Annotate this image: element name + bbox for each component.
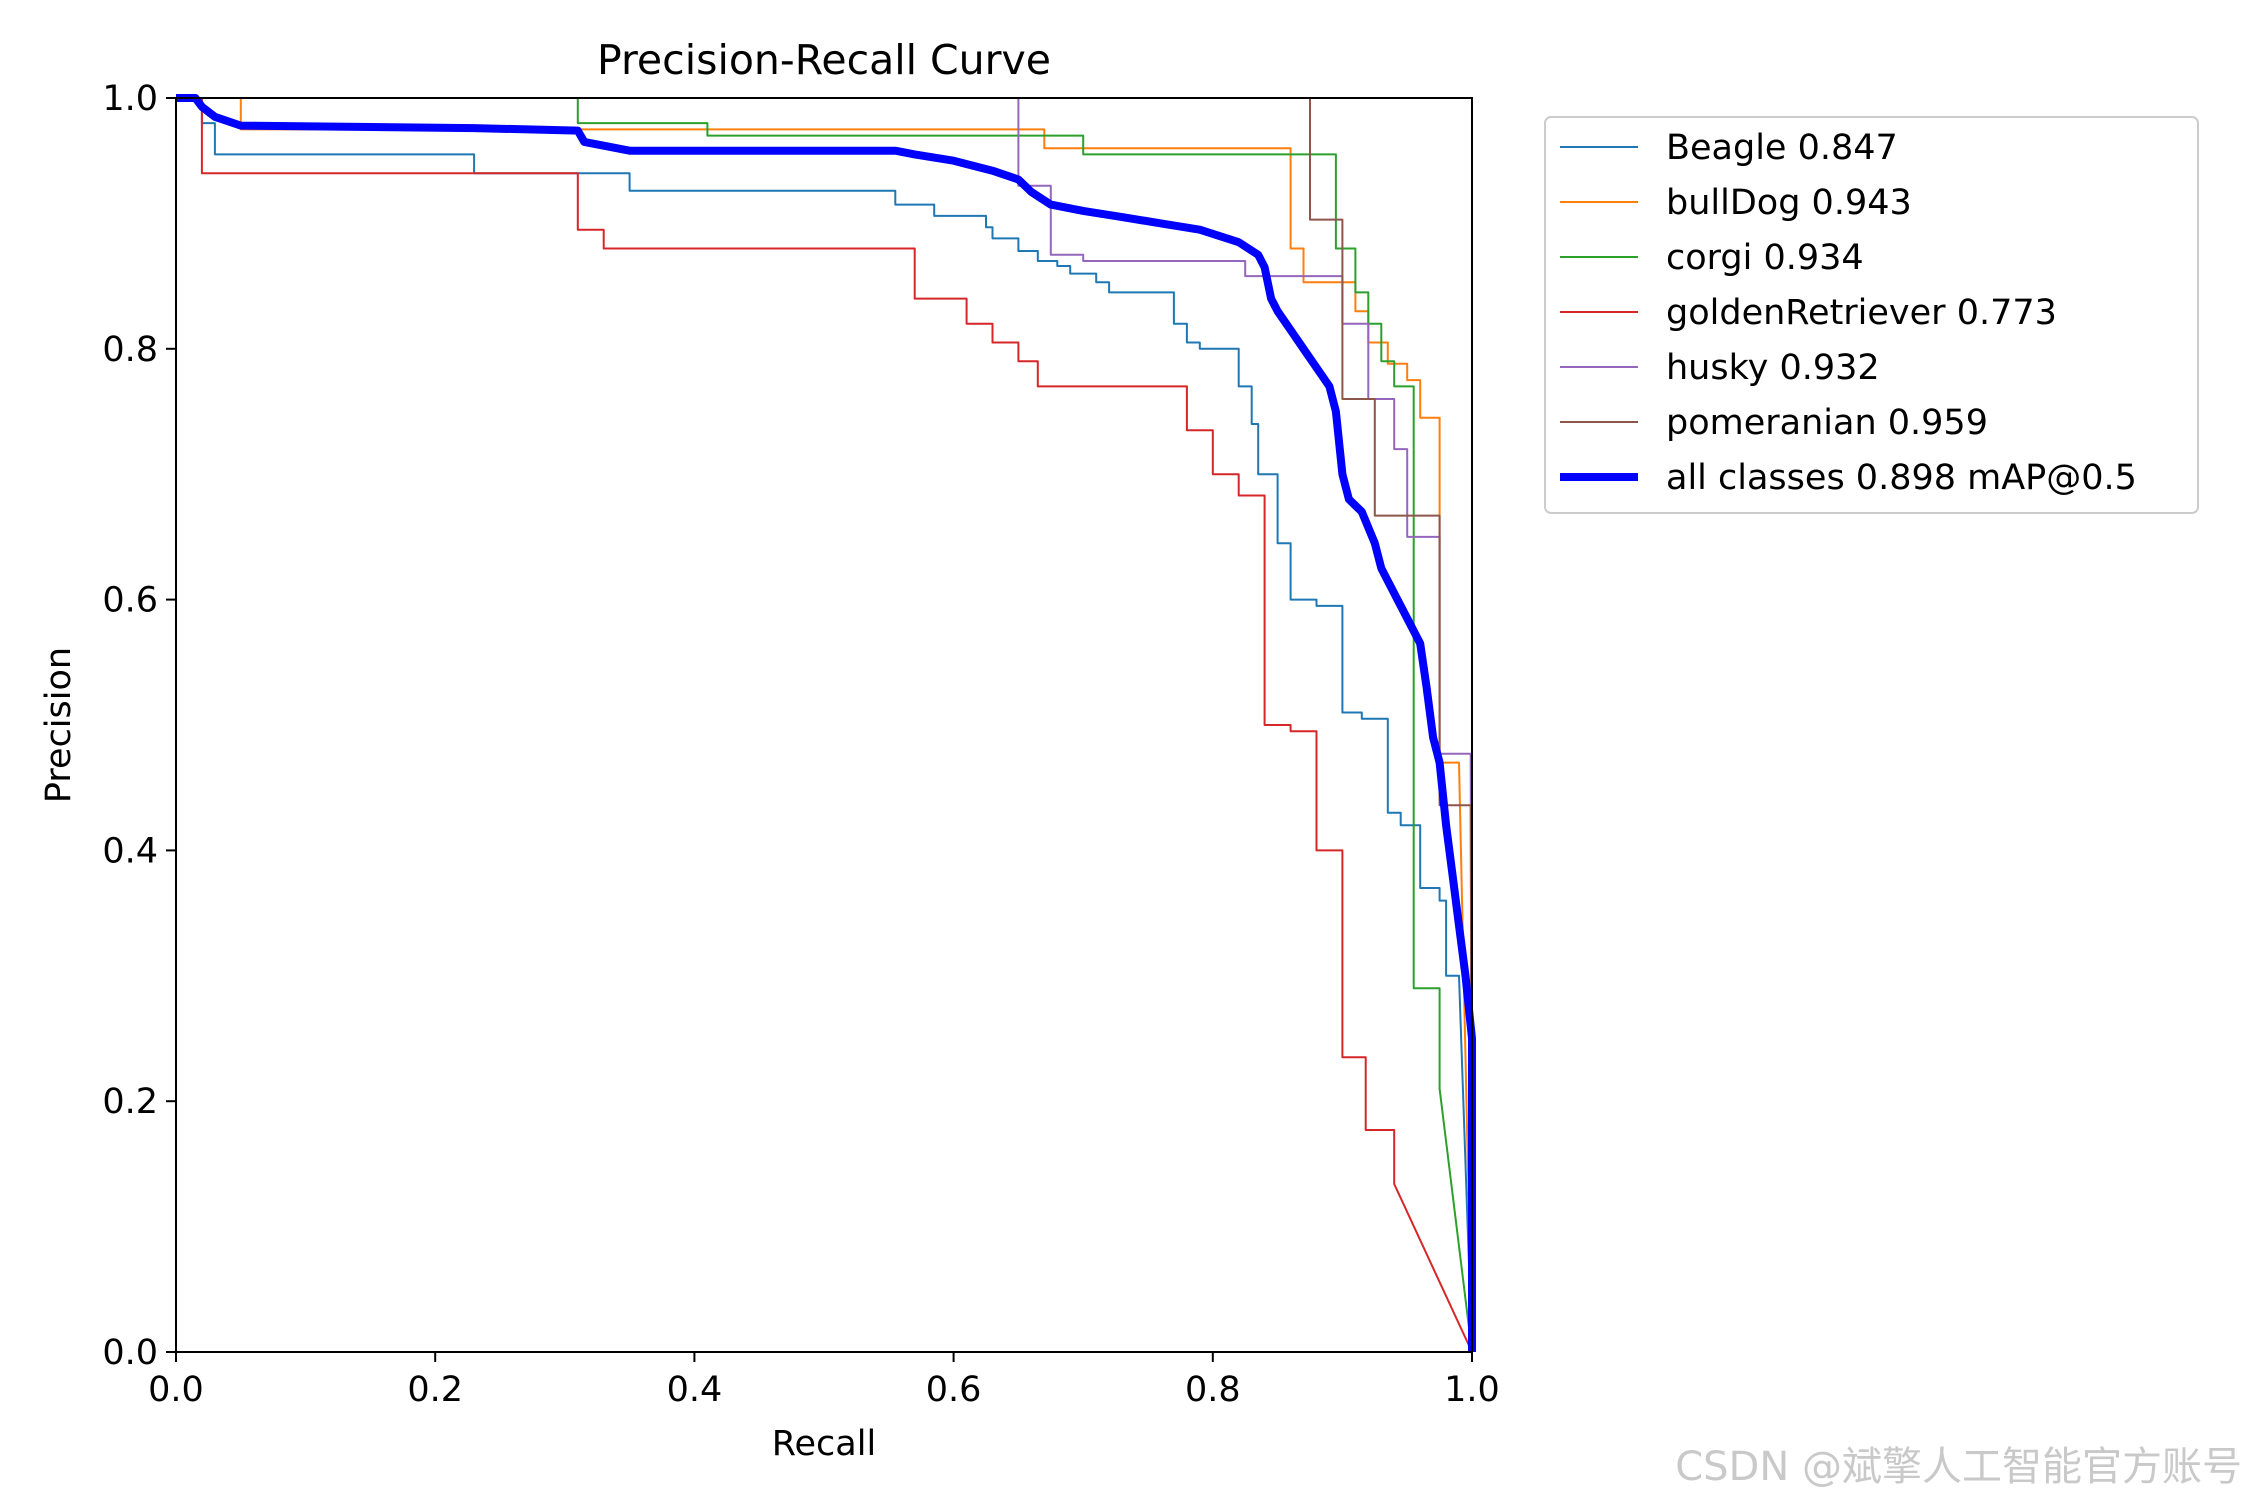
legend-label-husky: husky 0.932 [1666,348,1880,388]
watermark-text: CSDN @斌擎人工智能官方账号 [1675,1444,2242,1490]
legend: Beagle 0.847 bullDog 0.943 corgi 0.934 gold… [1544,116,2199,514]
x-tick-label: 0.8 [1185,1370,1241,1410]
x-tick-label: 1.0 [1444,1370,1500,1410]
legend-label-goldenretriever: goldenRetriever 0.773 [1666,293,2057,333]
y-tick-label: 0.2 [102,1082,158,1122]
plot-frame [175,97,1473,1353]
legend-label-beagle: Beagle 0.847 [1666,128,1898,168]
legend-entries: Beagle 0.847 bullDog 0.943 corgi 0.934 gold… [1560,128,2137,498]
series-line-all-classes [176,94,1476,1352]
y-tick-label: 0.0 [102,1333,158,1373]
axes-layer: 0.0 0.2 0.4 0.6 0.8 1.0 0.0 0.2 0.4 0.6 0.8 1.0 [102,79,1500,1410]
x-tick-label: 0.0 [148,1370,204,1410]
y-tick-label: 1.0 [102,79,158,119]
series-line-pomeranian [1309,98,1473,1353]
legend-label-bulldog: bullDog 0.943 [1666,183,1912,223]
legend-label-all-classes: all classes 0.898 mAP@0.5 [1666,458,2137,498]
legend-label-corgi: corgi 0.934 [1666,238,1864,278]
legend-label-pomeranian: pomeranian 0.959 [1666,403,1988,443]
y-axis-label: Precision [39,647,79,803]
series-layer [176,94,1476,1353]
chart-title: Precision-Recall Curve [597,36,1051,84]
x-tick-label: 0.6 [926,1370,982,1410]
x-tick-label: 0.2 [407,1370,463,1410]
series-line-corgi [576,98,1473,1353]
y-tick-label: 0.4 [102,831,158,871]
series-line-husky [1017,98,1473,1353]
y-tick-label: 0.6 [102,581,158,621]
x-tick-label: 0.4 [667,1370,723,1410]
x-axis-label: Recall [772,1424,876,1464]
legend-box [1544,116,2199,514]
y-tick-label: 0.8 [102,330,158,370]
series-line-goldenretriever [176,97,1473,1353]
series-line-beagle [176,97,1473,1353]
